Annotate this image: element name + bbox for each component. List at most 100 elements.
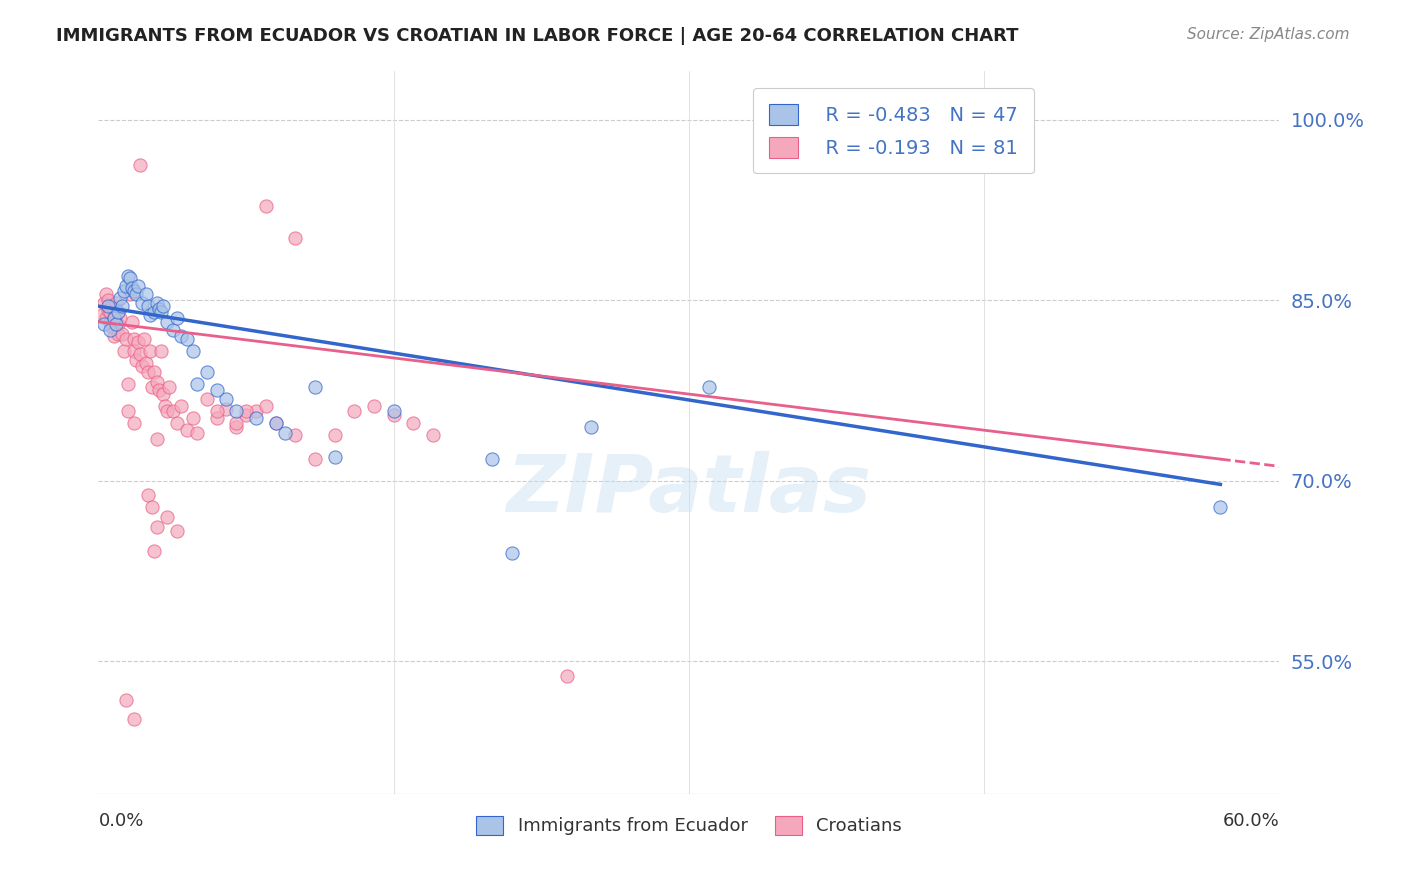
Point [136, 366, 159, 380]
Point [127, 278, 149, 293]
Point [111, 326, 134, 341]
Point [215, 392, 238, 406]
Point [136, 488, 159, 502]
Point [225, 419, 247, 434]
Point [128, 347, 150, 361]
Point [103, 311, 125, 326]
Legend: Immigrants from Ecuador, Croatians: Immigrants from Ecuador, Croatians [461, 802, 917, 850]
Point [274, 425, 297, 440]
Point [402, 416, 425, 430]
Point [142, 366, 165, 380]
Point [215, 401, 238, 416]
Point [176, 332, 198, 346]
Point [131, 295, 153, 310]
Point [422, 428, 444, 442]
Point [323, 450, 346, 464]
Point [162, 323, 184, 337]
Point [363, 399, 385, 413]
Point [181, 343, 204, 358]
Point [108, 291, 131, 305]
Point [141, 380, 163, 394]
Point [115, 278, 138, 293]
Point [91, 308, 114, 322]
Point [131, 359, 153, 374]
Point [156, 315, 179, 329]
Point [96, 287, 118, 301]
Point [101, 319, 124, 334]
Point [181, 411, 204, 425]
Point [97, 293, 120, 308]
Point [103, 329, 125, 343]
Point [235, 408, 257, 422]
Point [122, 343, 145, 358]
Point [501, 546, 523, 560]
Point [205, 411, 228, 425]
Point [141, 500, 163, 515]
Point [128, 158, 150, 172]
Point [98, 305, 121, 319]
Point [382, 404, 405, 418]
Point [304, 380, 326, 394]
Text: IMMIGRANTS FROM ECUADOR VS CROATIAN IN LABOR FORCE | AGE 20-64 CORRELATION CHART: IMMIGRANTS FROM ECUADOR VS CROATIAN IN L… [56, 27, 1019, 45]
Point [122, 416, 145, 430]
Point [97, 299, 120, 313]
Point [235, 404, 257, 418]
Point [170, 399, 193, 413]
Point [111, 299, 134, 313]
Point [135, 356, 157, 370]
Point [150, 305, 173, 319]
Point [146, 375, 169, 389]
Point [264, 416, 287, 430]
Point [186, 425, 208, 440]
Point [1209, 500, 1232, 515]
Point [264, 416, 287, 430]
Point [150, 343, 173, 358]
Point [121, 315, 143, 329]
Point [108, 311, 131, 326]
Point [122, 284, 145, 298]
Point [156, 404, 179, 418]
Point [115, 693, 138, 707]
Point [98, 315, 121, 329]
Point [97, 302, 120, 317]
Point [105, 295, 128, 310]
Point [304, 452, 326, 467]
Point [225, 404, 247, 418]
Point [132, 332, 155, 346]
Point [118, 287, 141, 301]
Point [98, 323, 121, 337]
Point [107, 318, 129, 332]
Point [107, 305, 129, 319]
Point [343, 404, 366, 418]
Point [162, 404, 184, 418]
Point [117, 377, 139, 392]
Point [117, 404, 139, 418]
Point [205, 404, 228, 418]
Point [186, 377, 208, 392]
Point [323, 428, 346, 442]
Point [284, 230, 307, 244]
Point [142, 543, 165, 558]
Point [146, 519, 169, 533]
Point [254, 199, 277, 213]
Text: ZIPatlas: ZIPatlas [506, 451, 872, 530]
Point [166, 416, 188, 430]
Point [205, 384, 228, 398]
Point [93, 318, 115, 332]
Point [155, 399, 177, 413]
Point [245, 411, 267, 425]
Point [170, 329, 193, 343]
Point [107, 326, 129, 341]
Point [697, 380, 720, 394]
Point [122, 332, 145, 346]
Point [135, 287, 157, 301]
Point [105, 318, 128, 332]
Point [125, 287, 148, 301]
Point [138, 343, 160, 358]
Point [146, 432, 169, 446]
Text: Source: ZipAtlas.com: Source: ZipAtlas.com [1187, 27, 1350, 42]
Text: 0.0%: 0.0% [98, 812, 143, 830]
Point [136, 299, 159, 313]
Point [118, 271, 141, 285]
Point [579, 419, 602, 434]
